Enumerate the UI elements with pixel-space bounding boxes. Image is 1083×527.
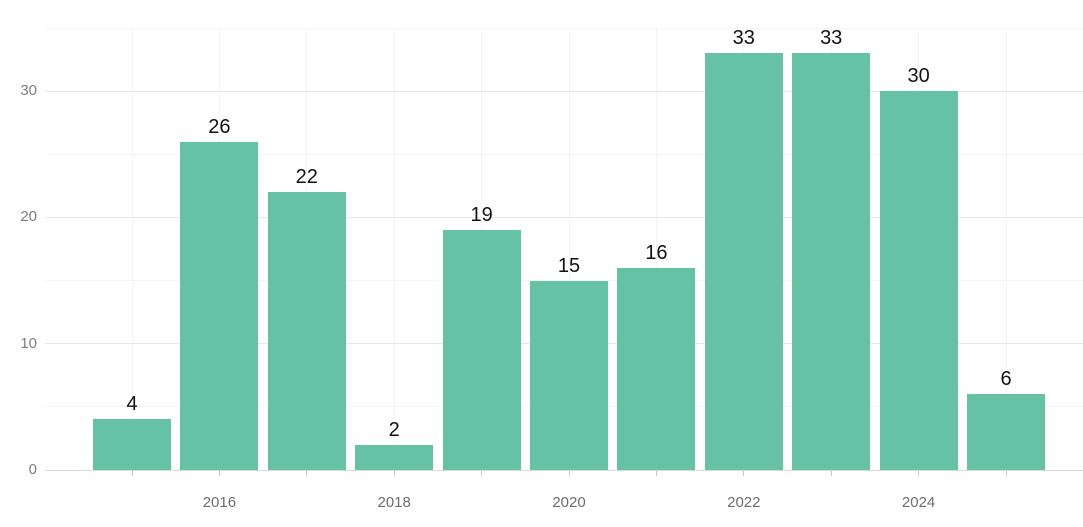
gridline-vertical-2020 xyxy=(568,27,570,470)
bar-2022 xyxy=(704,53,783,470)
gridline-major-y30 xyxy=(45,90,1083,92)
bar-value-label-2023: 33 xyxy=(820,27,843,50)
x-tick-mark-2016 xyxy=(218,470,220,476)
x-tick-mark-2023 xyxy=(830,470,832,476)
bar-value-label-2024: 30 xyxy=(907,65,930,88)
gridline-minor-y35 xyxy=(45,27,1083,29)
y-tick-label-10: 10 xyxy=(20,334,37,352)
bar-2016 xyxy=(180,141,259,470)
bar-2020 xyxy=(530,280,608,470)
gridline-vertical-2015 xyxy=(131,27,133,470)
x-tick-label-2024: 2024 xyxy=(901,494,936,511)
bar-value-label-2019: 19 xyxy=(470,204,493,227)
gridline-vertical-2021 xyxy=(655,27,657,470)
bar-2025 xyxy=(967,394,1045,470)
x-tick-mark-2025 xyxy=(1005,470,1007,476)
bar-value-label-2018: 2 xyxy=(388,418,400,441)
bar-2017 xyxy=(267,192,346,470)
bar-2019 xyxy=(442,230,521,470)
x-tick-mark-2022 xyxy=(743,470,745,476)
x-tick-mark-2024 xyxy=(918,470,920,476)
x-tick-label-2016: 2016 xyxy=(202,494,237,511)
x-tick-mark-2021 xyxy=(655,470,657,476)
gridline-vertical-2025 xyxy=(1005,27,1007,470)
x-tick-label-2018: 2018 xyxy=(377,494,411,511)
bar-2023 xyxy=(792,53,871,470)
bar-value-label-2022: 33 xyxy=(732,27,755,50)
bar-2018 xyxy=(355,444,434,470)
x-tick-mark-2017 xyxy=(306,470,308,476)
bar-value-label-2017: 22 xyxy=(295,166,318,189)
x-tick-label-2022: 2022 xyxy=(727,494,761,511)
bar-2021 xyxy=(617,267,696,470)
bar-value-label-2021: 16 xyxy=(645,241,668,264)
x-tick-mark-2019 xyxy=(481,470,483,476)
bar-2015 xyxy=(93,419,171,470)
bar-value-label-2025: 6 xyxy=(1000,368,1012,391)
bar-2024 xyxy=(879,91,958,470)
gridline-major-y20 xyxy=(45,216,1083,218)
bar-value-label-2015: 4 xyxy=(126,393,138,416)
bar-value-label-2016: 26 xyxy=(208,115,231,138)
y-tick-label-30: 30 xyxy=(20,82,37,100)
x-tick-mark-2015 xyxy=(131,470,133,476)
y-tick-label-20: 20 xyxy=(20,208,37,226)
y-tick-label-0: 0 xyxy=(28,461,37,478)
x-axis-line xyxy=(45,469,1083,471)
x-tick-mark-2020 xyxy=(568,470,570,476)
gridline-minor-y25 xyxy=(45,153,1083,155)
gridline-vertical-2018 xyxy=(393,27,395,470)
bar-value-label-2020: 15 xyxy=(557,254,581,277)
x-tick-mark-2018 xyxy=(393,470,395,476)
x-tick-label-2020: 2020 xyxy=(552,494,586,511)
